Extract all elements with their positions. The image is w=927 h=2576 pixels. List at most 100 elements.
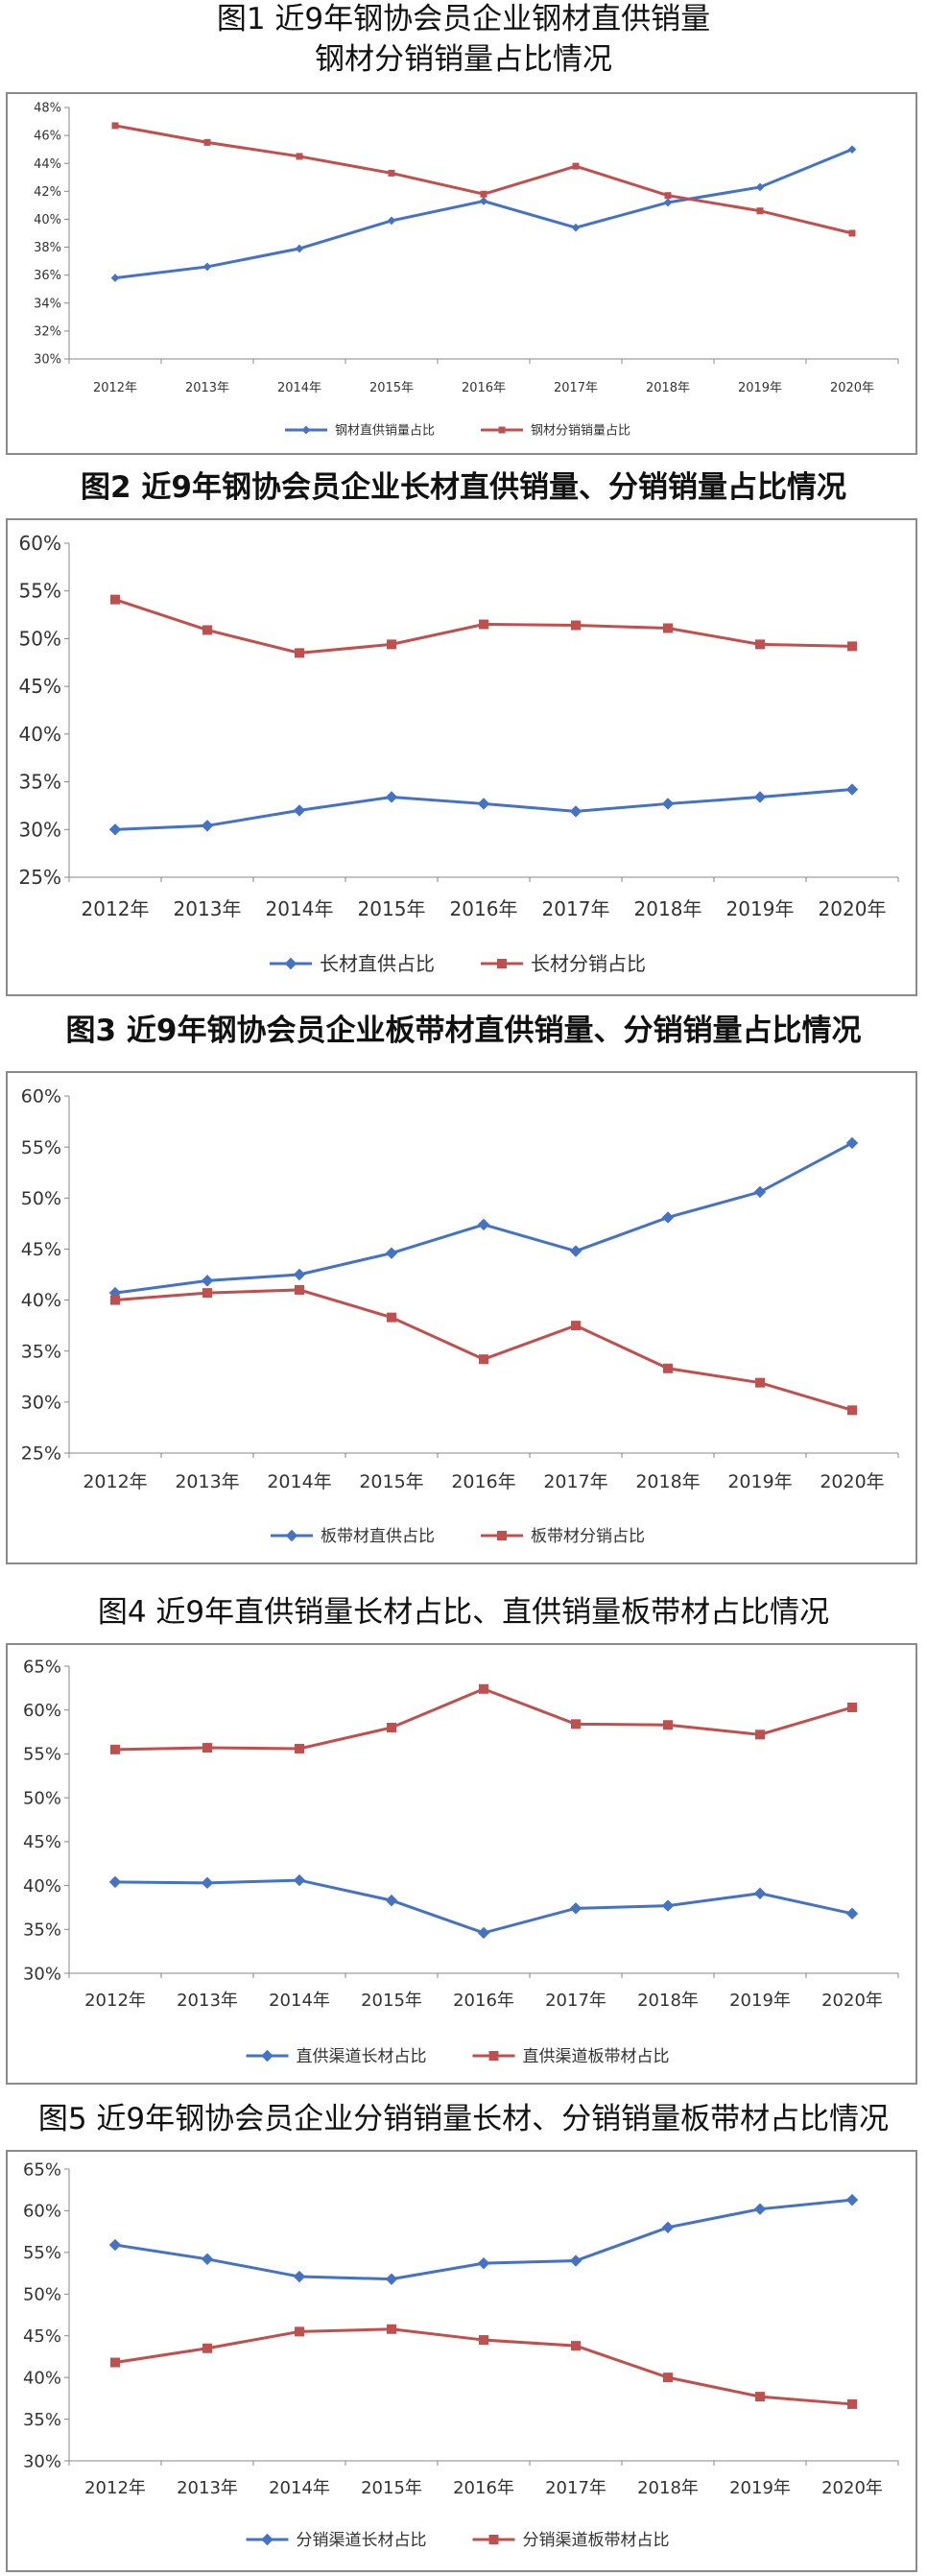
series-2-point (202, 625, 212, 635)
y-tick-label: 55% (19, 580, 61, 603)
series-2-point (847, 1702, 857, 1712)
x-tick-label: 2014年 (269, 1991, 330, 2011)
series-2-point (387, 639, 396, 650)
chart5-panel: 30% 35% 40% 45% 50% 55% 60% 65% 2012年 2013年 2014年 2… (6, 2150, 917, 2572)
y-tick-label: 50% (19, 627, 61, 650)
series-2-point (663, 2373, 673, 2383)
chart3-title: 图3 近9年钢协会员企业板带材直供销量、分销销量占比情况 (65, 1014, 862, 1048)
legend-label-1: 直供渠道长材占比 (297, 2047, 427, 2066)
y-tick-label: 40% (23, 1876, 61, 1896)
series-1-point (293, 2270, 306, 2283)
legend-label-2: 长材分销占比 (531, 952, 646, 975)
series-1-point (661, 798, 675, 810)
y-tick-label: 34% (34, 297, 61, 311)
series-1-point (755, 182, 765, 192)
series-2-point (203, 138, 211, 146)
series-1-point (108, 1875, 122, 1889)
x-tick-label: 2016年 (451, 1471, 515, 1492)
legend-label-1: 分销渠道长材占比 (297, 2531, 427, 2550)
series-2-point (664, 192, 672, 200)
legend-marker-2 (497, 959, 507, 968)
series-2-point (847, 2398, 857, 2409)
y-tick-label: 55% (23, 2243, 61, 2263)
x-tick-label: 2014年 (266, 897, 334, 920)
legend-label-1: 长材直供占比 (320, 952, 435, 975)
x-tick-label: 2016年 (453, 2478, 514, 2498)
y-tick-label: 25% (19, 866, 61, 889)
x-tick-label: 2020年 (821, 2478, 883, 2498)
series-2-point (388, 169, 395, 177)
series-1-point (569, 2254, 582, 2267)
series-1-point (385, 1894, 398, 1907)
series-2-point (571, 1719, 581, 1729)
series-1-point (293, 804, 306, 817)
series-line-2 (114, 1288, 853, 1412)
y-tick-label: 40% (34, 213, 61, 227)
series-1-point (847, 145, 857, 155)
legend-label-1: 钢材直供销量占比 (335, 424, 435, 439)
x-tick-label: 2020年 (820, 1471, 884, 1492)
x-tick-label: 2018年 (637, 1991, 699, 2011)
y-tick-label: 30% (34, 353, 61, 368)
series-1-point (201, 1275, 214, 1287)
x-tick-label: 2016年 (462, 381, 506, 395)
series-1-point (569, 1902, 582, 1915)
x-tick-label: 2018年 (646, 381, 690, 395)
series-1-point (753, 1185, 767, 1199)
series-2-point (663, 623, 673, 633)
y-tick-label: 30% (23, 2451, 61, 2471)
series-1-point (293, 1268, 306, 1281)
y-tick-label: 60% (19, 532, 61, 555)
chart1-panel: 30% 32% 34% 36% 38% 40% 42% 44% 46% 48% 2012年 2013年… (6, 92, 917, 455)
series-1-point (387, 216, 396, 226)
x-tick-label: 2015年 (358, 897, 426, 920)
series-2-point (295, 2326, 304, 2337)
x-tick-label: 2015年 (361, 2478, 422, 2498)
x-tick-label: 2012年 (93, 381, 137, 395)
x-tick-label: 2014年 (277, 381, 321, 395)
legend-marker-2 (488, 2535, 499, 2544)
x-tick-label: 2020年 (821, 1991, 883, 2011)
series-2-point (755, 1729, 765, 1740)
x-tick-label: 2013年 (174, 897, 242, 920)
x-tick-label: 2015年 (359, 1471, 423, 1492)
y-tick-label: 30% (23, 1964, 61, 1984)
series-2-point (479, 2335, 488, 2346)
series-1-point (385, 791, 398, 803)
series-1-point (477, 1926, 490, 1940)
x-tick-label: 2019年 (729, 1991, 791, 2011)
x-tick-label: 2013年 (177, 1991, 238, 2011)
x-tick-label: 2020年 (830, 381, 874, 395)
series-2-point (479, 619, 488, 630)
x-tick-label: 2019年 (729, 2478, 791, 2498)
series-2-point (756, 207, 764, 215)
series-2-point (110, 594, 120, 605)
x-tick-label: 2019年 (726, 897, 795, 920)
legend-marker-2 (488, 2051, 499, 2061)
chart2-panel: 25% 30% 35% 40% 45% 50% 55% 60% 2012年 2013年 2014年 2… (6, 518, 917, 996)
y-tick-label: 48% (34, 102, 61, 116)
series-1-point (477, 1218, 490, 1231)
chart2-svg: 25% 30% 35% 40% 45% 50% 55% 60% 2012年 2013年 2014年 2… (19, 532, 899, 975)
legend-marker-1 (284, 957, 297, 970)
series-1-point (569, 1245, 582, 1257)
series-2-point (295, 648, 304, 658)
series-2-point (847, 641, 857, 652)
series-2-point (572, 162, 580, 170)
series-2-point (202, 1743, 212, 1753)
x-tick-label: 2013年 (185, 381, 229, 395)
y-tick-label: 65% (23, 1657, 61, 1677)
x-tick-label: 2012年 (82, 897, 150, 920)
legend-label-2: 分销渠道板带材占比 (523, 2531, 670, 2550)
series-1-point (201, 1876, 214, 1890)
series-1-point (108, 823, 122, 836)
x-tick-label: 2015年 (361, 1991, 422, 2011)
x-tick-label: 2012年 (84, 1991, 146, 2011)
y-tick-label: 50% (23, 1788, 61, 1808)
legend-marker-2 (498, 426, 506, 434)
legend-label-2: 直供渠道板带材占比 (523, 2047, 670, 2066)
series-2-point (296, 153, 303, 160)
series-2-point (110, 2357, 120, 2368)
series-1-point (295, 244, 304, 253)
legend-marker-1 (301, 425, 311, 435)
